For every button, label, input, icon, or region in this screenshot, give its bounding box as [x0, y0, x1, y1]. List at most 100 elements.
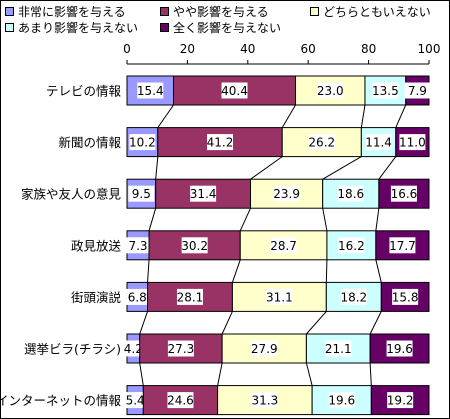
data-label-bg	[273, 185, 300, 202]
data-label-bg	[389, 237, 416, 254]
data-label: 18.6	[337, 187, 364, 201]
data-label: 28.1	[177, 290, 204, 304]
legend-label: 全く影響を与えない	[173, 21, 282, 35]
category-label: 選挙ビラ(チラシ)	[24, 342, 121, 357]
data-label-bg	[122, 392, 149, 409]
series-line	[148, 208, 157, 231]
legend-label: どちらともいえない	[323, 5, 431, 19]
legend: 非常に影響を与える やや影響を与える どちらともいえないあまり影響を与えない 全く影響…	[0, 0, 448, 38]
legend-label: 非常に影響を与える	[18, 5, 126, 19]
data-label-bg	[365, 134, 392, 151]
series-line	[231, 259, 241, 283]
data-label: 28.7	[270, 239, 297, 253]
data-label-bg	[338, 237, 365, 254]
data-label-bg	[340, 288, 367, 305]
data-label: 7.3	[128, 239, 147, 253]
data-label-bg	[167, 340, 194, 357]
legend-swatch	[5, 7, 14, 16]
data-label: 31.3	[252, 394, 279, 408]
data-label-bg	[125, 237, 152, 254]
category-label: 家族や友人の意見	[21, 187, 122, 202]
series-line	[375, 259, 382, 283]
category-label: 街頭演説	[71, 290, 121, 305]
series-line	[139, 311, 149, 335]
bar-segment	[221, 333, 307, 364]
legend-swatch	[5, 23, 14, 32]
data-label-bg	[270, 237, 297, 254]
data-label: 5.4	[126, 394, 145, 408]
series-line	[369, 362, 372, 386]
data-label: 15.4	[137, 84, 164, 98]
series-line	[157, 104, 174, 128]
data-label: 24.6	[167, 394, 194, 408]
series-line	[322, 156, 362, 180]
data-label: 11.4	[365, 136, 392, 150]
data-label-bg	[392, 288, 419, 305]
category-label: インターネットの情報	[0, 393, 121, 408]
series-line	[221, 311, 233, 335]
bar-segment	[364, 75, 407, 106]
data-label: 21.1	[325, 342, 352, 356]
data-label: 9.5	[132, 187, 151, 201]
x-tick-label: 0	[123, 42, 131, 56]
x-tick-label: 20	[180, 42, 195, 56]
data-label: 7.9	[408, 84, 427, 98]
data-label-bg	[390, 185, 417, 202]
data-label-bg	[251, 340, 278, 357]
data-label: 15.8	[392, 290, 419, 304]
data-label: 18.2	[340, 290, 367, 304]
data-label: 23.0	[317, 84, 344, 98]
series-line	[239, 207, 251, 232]
data-label-bg	[325, 340, 352, 357]
data-label-bg	[337, 185, 364, 202]
data-label: 40.4	[221, 84, 248, 98]
data-label-bg	[128, 185, 155, 202]
data-label-bg	[167, 392, 194, 409]
x-tick-label: 80	[361, 42, 376, 56]
data-label: 19.6	[386, 342, 413, 356]
legend-swatch	[160, 7, 169, 16]
data-label: 16.2	[338, 239, 365, 253]
data-label-bg	[386, 340, 413, 357]
data-label-bg	[399, 134, 426, 151]
series-line	[306, 311, 327, 335]
data-label: 16.6	[391, 187, 418, 201]
series-line	[155, 156, 159, 180]
legend-label: やや影響を与える	[173, 5, 269, 19]
series-line	[305, 362, 313, 386]
series-line	[217, 362, 223, 386]
series-line	[250, 156, 283, 180]
category-label: 政見放送	[71, 238, 122, 253]
data-label: 31.1	[266, 290, 293, 304]
data-label: 6.8	[128, 290, 147, 304]
data-label: 4.2	[124, 342, 143, 356]
data-label: 30.2	[181, 239, 208, 253]
data-label: 27.9	[251, 342, 278, 356]
data-label: 11.0	[399, 136, 426, 150]
data-label-bg	[221, 82, 248, 99]
series-line	[325, 259, 328, 283]
data-label-bg	[372, 82, 399, 99]
data-label-bg	[404, 82, 431, 99]
data-label-bg	[137, 82, 164, 99]
x-tick-label: 60	[301, 42, 316, 56]
data-label: 26.2	[308, 136, 335, 150]
x-tick-label: 100	[418, 42, 441, 56]
series-line	[139, 362, 144, 386]
data-label: 23.9	[273, 187, 300, 201]
legend-label: あまり影響を与えない	[18, 21, 139, 35]
series-line	[360, 104, 366, 128]
category-label: テレビの情報	[46, 84, 122, 99]
data-label: 27.3	[168, 342, 195, 356]
data-label-bg	[387, 392, 414, 409]
data-label-bg	[266, 288, 293, 305]
data-label-bg	[207, 134, 234, 151]
series-line	[395, 104, 407, 128]
data-label-bg	[176, 288, 203, 305]
legend-swatch	[310, 7, 319, 16]
x-tick-label: 40	[240, 42, 255, 56]
series-line	[375, 208, 380, 231]
data-label-bg	[190, 185, 217, 202]
data-label-bg	[129, 134, 156, 151]
